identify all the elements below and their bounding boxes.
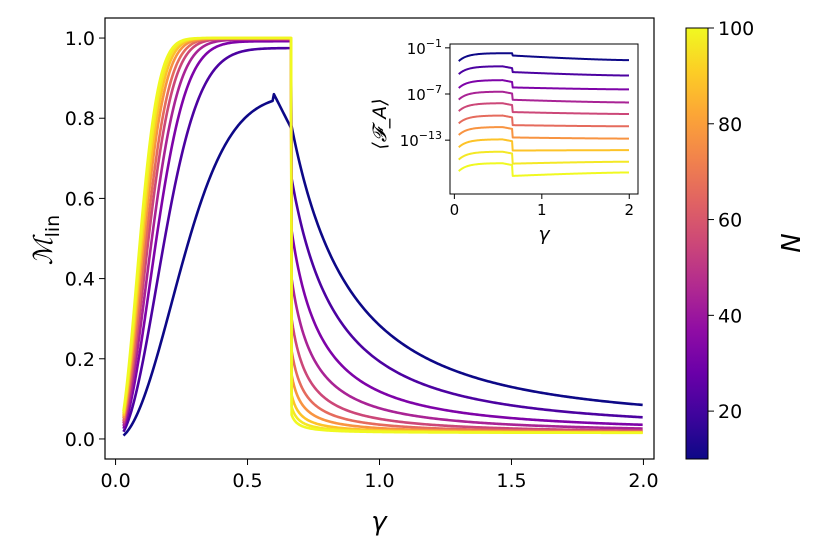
main-y-tick-label: 0.6 bbox=[65, 188, 95, 210]
inset-x-tick-label: 1 bbox=[537, 201, 547, 219]
main-y-tick-label: 0.8 bbox=[65, 108, 95, 130]
main-y-tick-label: 0.2 bbox=[65, 349, 95, 371]
inset-y-tick-label: 10−7 bbox=[407, 83, 442, 104]
inset-y-tick-label: 10−1 bbox=[407, 37, 442, 58]
main-x-tick-label: 2.0 bbox=[628, 470, 658, 492]
inset-y-label: ⟨𝓕_A⟩ bbox=[369, 98, 391, 149]
main-series-line bbox=[122, 46, 643, 433]
main-plot: 0.0 0.5 1.0 1.5 2.0 0.0 0.2 0.4 0.6 0.8 1.0 γ ℳli… bbox=[29, 17, 659, 537]
colorbar-tick-label: 20 bbox=[718, 401, 742, 423]
main-y-tick-label: 0.4 bbox=[65, 269, 95, 291]
main-y-label-subscript: lin bbox=[42, 215, 64, 238]
inset-axes-frame bbox=[449, 43, 639, 195]
main-x-tick-label: 1.5 bbox=[496, 470, 526, 492]
main-x-ticks: 0.0 0.5 1.0 1.5 2.0 bbox=[100, 459, 659, 492]
main-x-label: γ bbox=[371, 507, 388, 537]
inset-y-ticks: 10−1 10−7 10−13 bbox=[400, 37, 450, 150]
inset-series-line bbox=[458, 65, 630, 77]
inset-series-line bbox=[458, 138, 630, 152]
colorbar-tick-label: 100 bbox=[718, 18, 754, 40]
inset-series-line bbox=[458, 52, 630, 62]
inset-x-label: γ bbox=[538, 223, 551, 245]
main-x-tick-label: 0.0 bbox=[100, 470, 130, 492]
inset-series-line bbox=[458, 126, 630, 140]
svg-text:ℳlin: ℳlin bbox=[29, 215, 64, 265]
inset-x-tick-label: 0 bbox=[450, 201, 460, 219]
colorbar-gradient bbox=[685, 27, 709, 460]
main-series-line bbox=[122, 92, 643, 437]
inset-x-tick-label: 2 bbox=[624, 201, 634, 219]
main-y-tick-label: 0.0 bbox=[65, 429, 95, 451]
colorbar-tick-label: 60 bbox=[718, 210, 742, 232]
inset-x-ticks: 0 1 2 bbox=[450, 194, 634, 219]
inset-series-line bbox=[458, 90, 630, 104]
inset-series-line bbox=[458, 102, 630, 115]
inset-y-tick-label: 10−13 bbox=[400, 129, 442, 150]
main-x-tick-label: 1.0 bbox=[364, 470, 394, 492]
inset-background bbox=[450, 44, 638, 194]
inset-series-line bbox=[458, 114, 630, 128]
inset-series-line bbox=[458, 79, 630, 91]
main-y-label-symbol: ℳ bbox=[29, 234, 59, 265]
main-x-tick-label: 0.5 bbox=[232, 470, 262, 492]
colorbar: 20 40 60 80 100 N bbox=[685, 18, 807, 460]
colorbar-tick-label: 80 bbox=[718, 114, 742, 136]
main-series-group bbox=[122, 36, 643, 437]
main-y-tick-label: 1.0 bbox=[65, 28, 95, 50]
inset-series-line bbox=[458, 150, 630, 165]
main-series-line bbox=[122, 38, 643, 430]
main-y-label: ℳlin bbox=[29, 215, 64, 265]
main-series-line bbox=[122, 36, 643, 435]
main-series-line bbox=[122, 39, 643, 430]
colorbar-tick-label: 40 bbox=[718, 305, 742, 327]
inset-series-group bbox=[458, 52, 630, 177]
main-y-ticks: 0.0 0.2 0.4 0.6 0.8 1.0 bbox=[65, 28, 105, 451]
inset-plot: 0 1 2 10−1 10−7 10−13 γ ⟨𝓕_A⟩ bbox=[369, 37, 639, 245]
inset-series-line bbox=[458, 162, 630, 177]
colorbar-ticks: 20 40 60 80 100 bbox=[708, 18, 754, 423]
colorbar-label: N bbox=[777, 233, 807, 252]
